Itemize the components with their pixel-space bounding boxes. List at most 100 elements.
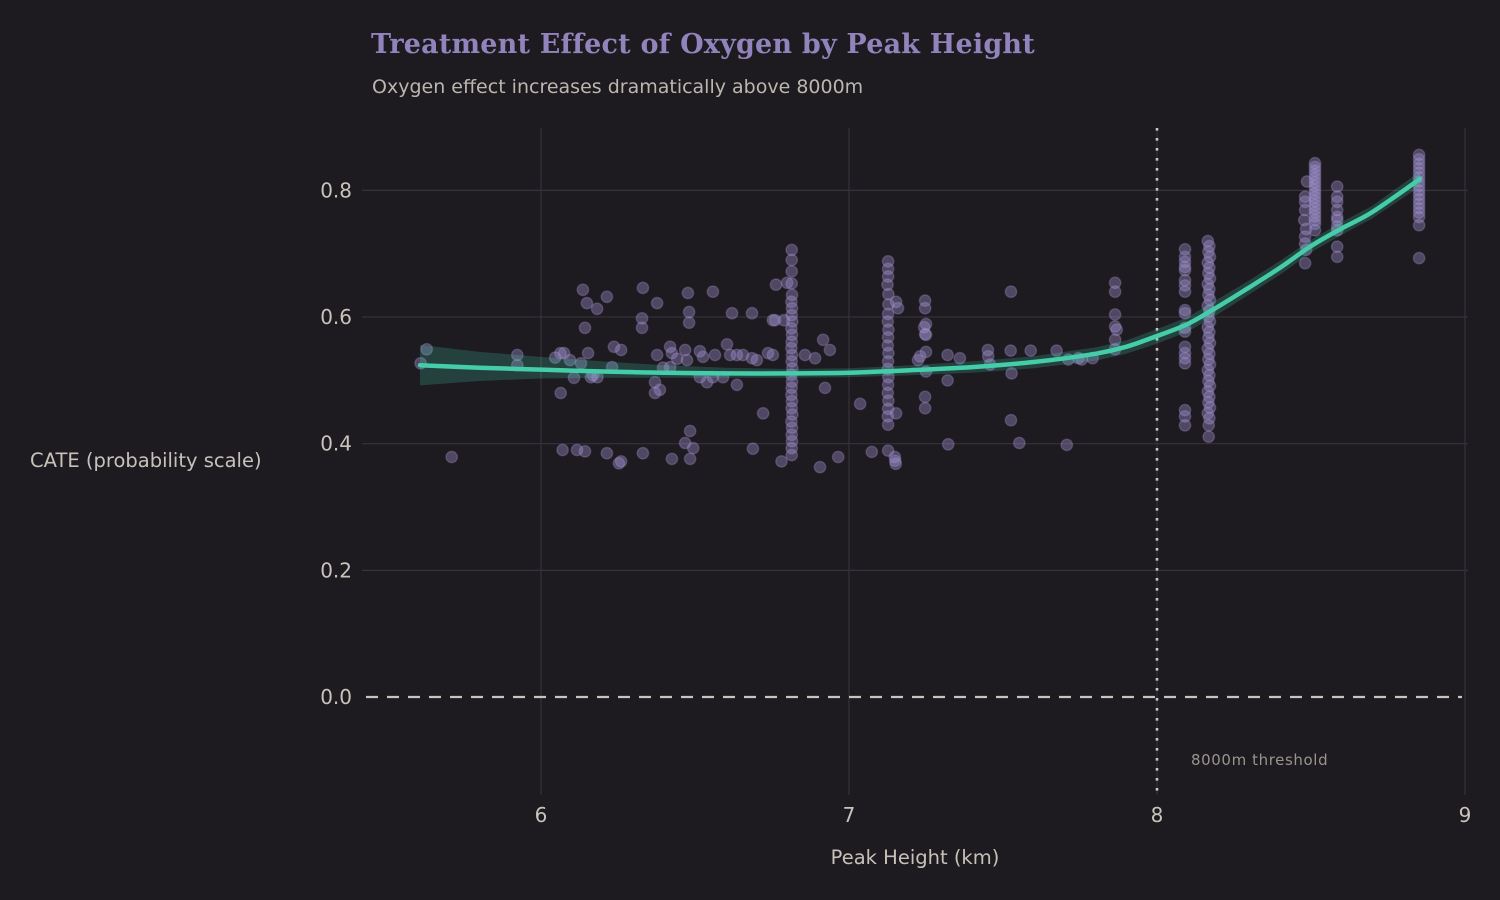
scatter-point: [1108, 308, 1122, 321]
scatter-point: [1308, 202, 1322, 216]
scatter-point: [725, 306, 739, 320]
scatter-point: [881, 254, 895, 268]
scatter-point: [1308, 187, 1322, 200]
scatter-point: [1201, 385, 1215, 399]
scatter-point: [882, 297, 895, 311]
scatter-point: [1108, 276, 1122, 290]
scatter-point: [1178, 285, 1192, 299]
scatter-point: [1203, 401, 1217, 414]
scatter-point: [889, 457, 903, 471]
scatter-point: [581, 346, 595, 360]
scatter-point: [785, 401, 799, 415]
scatter-point: [953, 351, 967, 365]
threshold-annotation: 8000m threshold: [1191, 751, 1329, 769]
scatter-point: [1308, 175, 1322, 189]
scatter-point: [653, 383, 667, 397]
scatter-point: [1201, 406, 1215, 420]
scatter-point: [700, 375, 714, 389]
y-axis-title: CATE (probability scale): [30, 449, 262, 472]
scatter-point: [678, 343, 692, 357]
scatter-point: [785, 428, 799, 442]
scatter-point: [1012, 436, 1026, 450]
scatter-point: [1308, 171, 1322, 185]
scatter-point: [1203, 379, 1217, 393]
scatter-point: [1050, 344, 1064, 357]
scatter-point: [706, 285, 720, 299]
scatter-point: [785, 335, 799, 349]
scatter-point: [600, 290, 614, 304]
scatter-point: [785, 348, 799, 362]
scatter-point: [1300, 175, 1314, 188]
scatter-point: [1412, 161, 1426, 175]
scatter-point: [881, 378, 895, 392]
scatter-point: [785, 321, 798, 335]
scatter-point: [941, 348, 954, 362]
scatter-point: [798, 348, 812, 362]
scatter-point: [1203, 293, 1217, 307]
chart-subtitle: Oxygen effect increases dramatically abo…: [372, 76, 864, 98]
scatter-point: [813, 460, 827, 474]
scatter-point: [881, 307, 895, 321]
scatter-point: [663, 340, 677, 354]
scatter-point: [1297, 213, 1311, 227]
scatter-point: [888, 454, 902, 468]
scatter-point: [785, 388, 798, 402]
scatter-point: [1202, 396, 1215, 409]
scatter-point: [919, 345, 933, 359]
scatter-point: [1412, 201, 1426, 215]
scatter-point: [1308, 183, 1322, 197]
scatter-point: [678, 436, 692, 450]
scatter-point: [1203, 261, 1216, 274]
scatter-point: [600, 446, 614, 460]
scatter-point: [1202, 288, 1215, 302]
scatter-point: [693, 344, 707, 358]
scatter-point: [1298, 230, 1312, 244]
scatter-point: [1178, 356, 1192, 370]
scatter-point: [785, 277, 799, 290]
scatter-point: [891, 301, 905, 315]
scatter-point: [730, 348, 744, 362]
scatter-point: [785, 253, 799, 267]
scatter-point: [919, 328, 933, 342]
scatter-point: [1412, 188, 1426, 202]
scatter-point: [853, 397, 867, 411]
scatter-point: [1201, 234, 1215, 248]
scatter-point: [1298, 195, 1312, 209]
scatter-point: [785, 315, 799, 328]
scatter-point: [650, 296, 664, 310]
scatter-point: [576, 283, 590, 297]
scatter-point: [1178, 403, 1192, 417]
scatter-point: [680, 353, 694, 367]
scatter-point: [1330, 213, 1344, 227]
scatter-point: [1203, 358, 1217, 371]
scatter-point: [1203, 411, 1216, 425]
scatter-point: [720, 337, 734, 351]
scatter-point: [1203, 347, 1216, 361]
scatter-point: [1308, 194, 1322, 208]
y-tick-label: 0.8: [320, 178, 352, 202]
scatter-point: [1201, 277, 1215, 291]
scatter-point: [1203, 250, 1217, 264]
scatter-point: [1202, 353, 1215, 366]
scatter-point: [777, 313, 791, 327]
scatter-point: [1178, 346, 1192, 360]
scatter-point: [1060, 438, 1074, 452]
scatter-point: [1330, 240, 1344, 254]
scatter-point: [881, 330, 895, 344]
scatter-point: [665, 452, 679, 466]
scatter-point: [780, 276, 794, 290]
scatter-point: [881, 262, 895, 276]
scatter-point: [918, 327, 932, 341]
scatter-point: [882, 287, 895, 301]
scatter-point: [746, 442, 760, 456]
scatter-point: [554, 386, 568, 400]
scatter-point: [1178, 263, 1192, 277]
scatter-point: [766, 348, 780, 362]
scatter-point: [750, 353, 764, 367]
scatter-point: [1201, 320, 1215, 334]
scatter-point: [881, 278, 894, 292]
scatter-point: [881, 339, 895, 352]
scatter-point: [881, 270, 895, 283]
scatter-point: [682, 316, 696, 330]
